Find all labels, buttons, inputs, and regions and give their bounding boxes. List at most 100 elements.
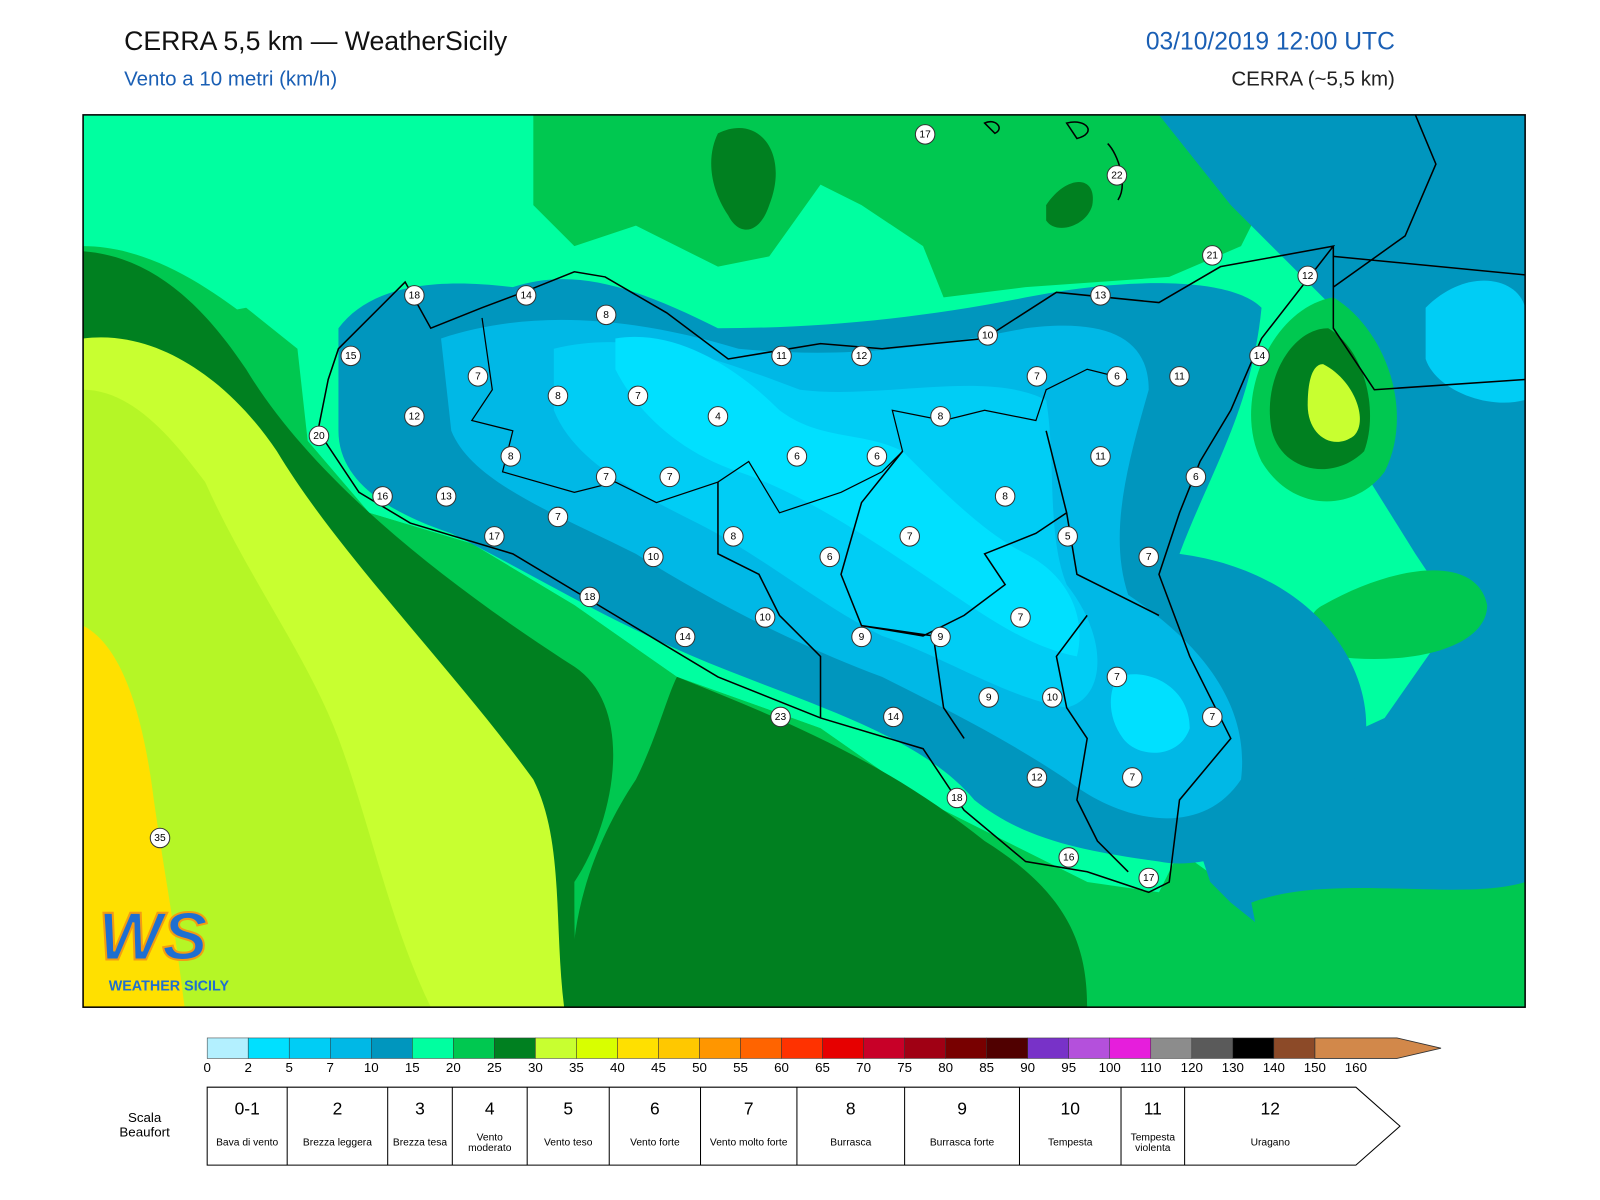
station-value: 10	[759, 613, 771, 624]
colorbar-tick-label: 35	[569, 1060, 584, 1075]
colorbar-segment	[1191, 1037, 1234, 1059]
station-value: 7	[635, 391, 641, 402]
station-value: 14	[520, 291, 532, 302]
colorbar-segment	[781, 1037, 823, 1059]
beaufort-title-line: Beaufort	[119, 1124, 170, 1139]
station-value: 16	[377, 492, 389, 503]
beaufort-title: Scala Beaufort	[119, 1109, 170, 1138]
station-marker	[435, 486, 457, 507]
station-value: 17	[489, 532, 501, 543]
colorbar-tick-label: 60	[774, 1060, 789, 1075]
colorbar-segment	[247, 1037, 290, 1059]
beaufort-label: Vento teso	[543, 1137, 593, 1149]
station-value: 12	[1302, 271, 1314, 282]
logo-name: WEATHER SICILY	[109, 978, 230, 994]
colorbar-tick-label: 80	[938, 1060, 953, 1075]
station-value: 7	[1209, 712, 1215, 723]
station-value: 17	[919, 130, 931, 141]
station-value: 8	[603, 310, 609, 321]
station-marker	[771, 345, 792, 367]
station-value: 5	[1065, 532, 1071, 543]
colorbar-segment	[453, 1037, 495, 1059]
station-marker	[643, 546, 664, 568]
station-marker	[1202, 245, 1223, 266]
beaufort-frame	[206, 1086, 1401, 1166]
station-marker	[595, 466, 617, 488]
beaufort-force: 3	[415, 1098, 425, 1118]
station-marker	[851, 345, 872, 367]
station-value: 14	[1254, 351, 1266, 362]
station-marker	[994, 486, 1016, 507]
colorbar-segment	[904, 1037, 946, 1059]
colorbar-segment	[206, 1037, 249, 1059]
colorbar-segment	[1232, 1037, 1275, 1059]
beaufort-force: 12	[1261, 1098, 1280, 1118]
station-value: 13	[440, 492, 452, 503]
beaufort-label: Burrasca forte	[929, 1137, 995, 1149]
station-value: 6	[874, 452, 880, 463]
station-marker	[1042, 687, 1063, 708]
station-marker	[1106, 366, 1128, 387]
beaufort-label: Burrasca	[830, 1137, 872, 1149]
colorbar-segment	[535, 1037, 577, 1059]
station-value: 6	[1114, 372, 1120, 383]
station-value: 20	[313, 431, 325, 442]
station-value: 9	[986, 693, 992, 704]
station-marker	[851, 626, 872, 648]
station-marker	[930, 406, 951, 427]
colorbar-tick-label: 45	[651, 1060, 666, 1075]
beaufort-label-box: Vento teso	[543, 1137, 593, 1149]
colorbar-tick-label: 150	[1304, 1060, 1326, 1075]
station-value: 11	[1095, 452, 1106, 463]
station-value: 9	[859, 632, 865, 643]
colorbar-tick-label: 0	[203, 1060, 210, 1075]
beaufort-force: 6	[650, 1098, 660, 1118]
station-value: 35	[154, 833, 166, 844]
station-value: 21	[1207, 251, 1219, 262]
beaufort-label-box: Brezza tesa	[392, 1137, 448, 1149]
station-value: 6	[1193, 472, 1199, 483]
station-marker	[883, 706, 904, 728]
station-value: 8	[938, 412, 944, 423]
station-value: 17	[1143, 873, 1155, 884]
colorbar-tick-label: 25	[487, 1060, 502, 1075]
colorbar-tick-label: 75	[897, 1060, 912, 1075]
station-marker	[674, 626, 696, 648]
colorbar-tick-label: 55	[733, 1060, 748, 1075]
station-marker	[786, 446, 808, 467]
station-marker	[899, 526, 920, 547]
colorbar-segment	[1150, 1037, 1193, 1059]
beaufort-force: 5	[563, 1098, 573, 1118]
station-marker	[1026, 366, 1048, 387]
beaufort-force: 9	[957, 1098, 967, 1118]
colorbar-tick-label: 90	[1020, 1060, 1035, 1075]
colorbar-tick-label: 15	[405, 1060, 420, 1075]
station-marker	[914, 124, 936, 145]
beaufort-label-box: Burrasca	[830, 1137, 872, 1149]
station-marker	[1106, 666, 1128, 688]
station-marker	[515, 285, 537, 306]
station-marker	[404, 406, 425, 427]
colorbar-segment	[699, 1037, 741, 1059]
beaufort-scale: Scala Beaufort 0-1 Bava di vento 2 Brezza le…	[119, 1086, 1401, 1166]
station-marker	[1026, 767, 1048, 788]
station-marker	[579, 586, 600, 608]
station-value: 12	[856, 351, 868, 362]
beaufort-label: Brezza tesa	[392, 1137, 448, 1149]
station-value: 6	[827, 552, 833, 563]
station-marker	[754, 607, 776, 628]
station-value: 8	[555, 391, 561, 402]
beaufort-label-box: Tempesta violenta	[1131, 1133, 1175, 1154]
station-value: 12	[1031, 773, 1043, 784]
model: CERRA (~5,5 km)	[1231, 67, 1394, 90]
colorbar-tick-label: 40	[610, 1060, 625, 1075]
station-marker	[500, 446, 522, 467]
colorbar-tick-label: 30	[528, 1060, 543, 1075]
colorbar-tick-label: 2	[244, 1060, 251, 1075]
wind-map	[83, 114, 1526, 1008]
station-marker	[977, 325, 998, 346]
station-value: 11	[776, 351, 787, 362]
station-value: 18	[951, 793, 963, 804]
beaufort-label-box: Uragano	[1251, 1138, 1290, 1148]
